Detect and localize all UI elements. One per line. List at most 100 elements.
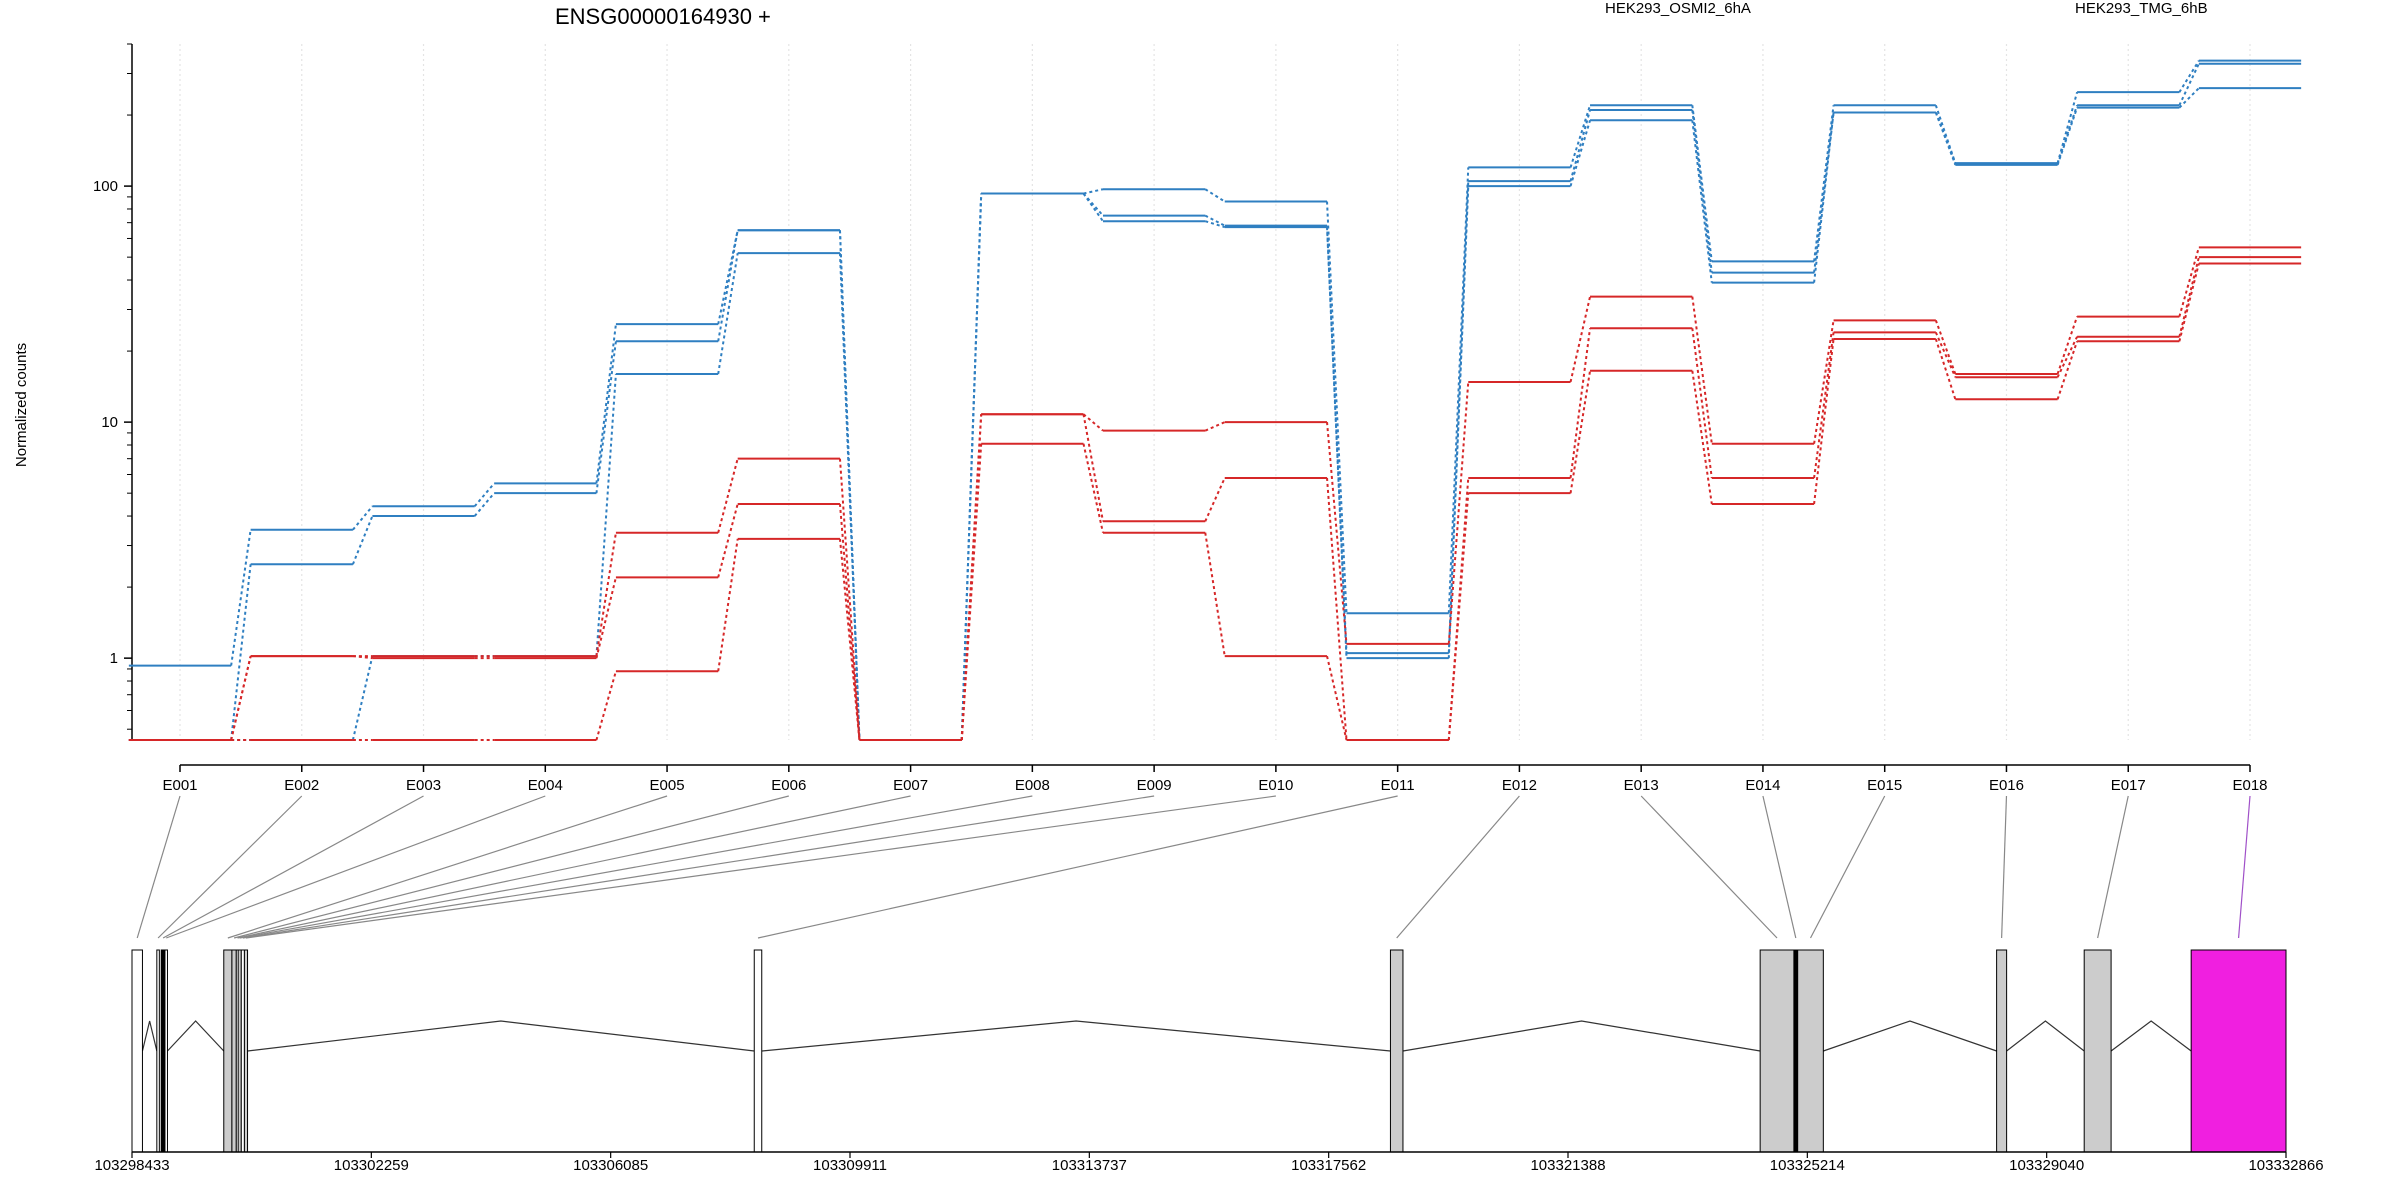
series-connector: [595, 577, 617, 659]
x-tick-label: E009: [1137, 777, 1172, 794]
exon-box-e005: [223, 949, 233, 1153]
series-connector: [2056, 107, 2079, 166]
exon-connector: [239, 795, 1033, 939]
series-connector: [1934, 104, 1957, 164]
series-connector: [352, 655, 373, 660]
genomic-tick-label: 103321388: [1530, 1157, 1605, 1174]
exon-connector: [237, 795, 911, 939]
exon-connector: [162, 795, 424, 939]
series-connector: [1691, 328, 1713, 479]
series-connector: [1691, 296, 1713, 444]
genomic-tick-label: 103332866: [2248, 1157, 2323, 1174]
series-connector: [1326, 655, 1348, 741]
series-connector: [595, 341, 617, 494]
y-axis-label: Normalized counts: [13, 343, 30, 467]
series-connector: [960, 193, 983, 741]
series-connector: [1569, 120, 1591, 187]
x-tick-label: E001: [162, 777, 197, 794]
grid-layer: [179, 44, 2251, 740]
exon-connector: [2237, 795, 2251, 939]
exon-connector: [245, 795, 1276, 939]
series-connector: [1083, 188, 1104, 195]
series-connector: [2056, 336, 2078, 378]
genomic-tick-label: 103317562: [1291, 1157, 1366, 1174]
x-tick-label: E004: [528, 777, 563, 794]
gene-model-layer: 103298433 103302259 103306085 103309911 1033…: [94, 949, 2324, 1174]
series-connector: [717, 252, 739, 375]
genomic-tick-label: 103306085: [573, 1157, 648, 1174]
exon-connector: [1396, 795, 1520, 939]
series-connector: [1691, 370, 1713, 505]
series-connector: [1691, 120, 1713, 283]
chart-title: ENSG00000164930 +: [555, 4, 771, 29]
x-tick-label: E014: [1745, 777, 1780, 794]
series-connector: [2056, 340, 2079, 400]
series-connector: [1447, 493, 1470, 741]
series-connector: [960, 443, 983, 741]
series-connector: [1934, 338, 1957, 400]
exon-connector: [1809, 795, 1886, 939]
series-layer: [128, 59, 2302, 741]
series-connector: [1204, 188, 1226, 203]
exon-box-e012: [1389, 949, 1404, 1153]
x-tick-label: E017: [2111, 777, 2146, 794]
series-connector: [1326, 477, 1348, 741]
series-connector: [717, 503, 739, 578]
series-connector: [1447, 167, 1470, 614]
axes-layer: 1 10 100 E001 E002 E003 E004 E005 E006 E007 E008 E0…: [93, 43, 2268, 794]
series-connector: [1447, 186, 1470, 659]
series-connector: [1569, 104, 1591, 168]
series-connector: [595, 532, 617, 657]
series-hek293_osmi2_6ha-3: [128, 246, 2302, 741]
series-connector: [1326, 201, 1348, 614]
series-connector: [1813, 320, 1835, 444]
x-tick-label: E012: [1502, 777, 1537, 794]
intron: [1823, 1020, 1997, 1052]
series-connector: [1204, 421, 1226, 432]
legend-label-osmi2: HEK293_OSMI2_6hA: [1605, 0, 1751, 17]
series-connector: [1082, 192, 1104, 217]
y-tick-label: 100: [93, 178, 118, 195]
series-connector: [1813, 112, 1835, 283]
x-tick-label: E005: [650, 777, 685, 794]
exon-box-e003: [160, 949, 166, 1153]
exon-connector: [1762, 795, 1797, 939]
exon-box-e002: [156, 949, 160, 1153]
intron: [2110, 1020, 2192, 1052]
series-connector: [1082, 414, 1104, 522]
intron: [141, 1020, 158, 1052]
series-connector: [1326, 422, 1348, 644]
series-connector: [352, 505, 374, 531]
exon-connector-layer: [136, 795, 2251, 939]
intron: [2006, 1020, 2085, 1052]
series-connector: [2178, 263, 2200, 342]
exon-box-e010: [243, 949, 249, 1153]
exon-box-e004: [164, 949, 168, 1153]
series-connector: [2178, 87, 2200, 109]
series-connector: [1204, 477, 1226, 522]
series-connector: [1447, 381, 1470, 644]
legend-label-tmg: HEK293_TMG_6hB: [2075, 0, 2208, 17]
genomic-tick-label: 103313737: [1052, 1157, 1127, 1174]
intron: [247, 1020, 755, 1052]
y-tick-label: 10: [101, 414, 118, 431]
series-connector: [595, 373, 617, 657]
series-hek293_osmi2_6ha-4: [128, 256, 2302, 741]
exon-connector: [1640, 795, 1778, 939]
series-connector: [2178, 63, 2200, 106]
series-connector: [1569, 296, 1592, 383]
exon-connector: [2001, 795, 2008, 939]
x-tick-label: E018: [2232, 777, 2267, 794]
series-connector: [1082, 413, 1104, 432]
series-connector: [1204, 214, 1226, 227]
series-connector: [1569, 370, 1592, 494]
genomic-tick-label: 103298433: [94, 1157, 169, 1174]
series-connector: [1569, 328, 1592, 479]
series-connector: [1813, 332, 1835, 479]
series-connector: [838, 538, 861, 741]
x-tick-label: E007: [893, 777, 928, 794]
exon-connector: [2097, 795, 2129, 939]
series-connector: [717, 458, 739, 533]
x-tick-label: E011: [1381, 777, 1415, 794]
x-tick-label: E015: [1867, 777, 1902, 794]
